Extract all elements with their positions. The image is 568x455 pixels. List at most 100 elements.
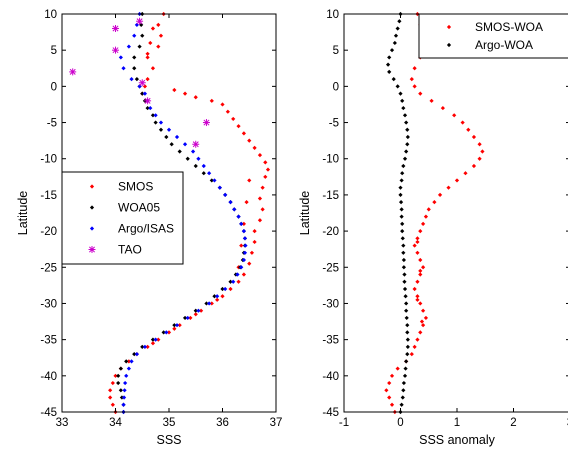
y-tick-label: -40	[40, 371, 57, 383]
x-tick-label: 34	[109, 417, 122, 429]
data-point	[153, 337, 158, 342]
data-point	[466, 127, 471, 132]
data-point	[452, 113, 457, 118]
y-tick-label: -5	[47, 118, 57, 130]
x-tick-label: 36	[216, 417, 229, 429]
legend-entry-label: Argo-WOA	[475, 38, 533, 52]
data-point	[215, 297, 220, 302]
data-point	[242, 236, 248, 241]
data-point	[477, 142, 482, 147]
data-point	[199, 308, 204, 313]
data-point	[404, 359, 409, 364]
data-point	[172, 326, 177, 331]
data-point	[426, 207, 431, 212]
data-point	[401, 250, 406, 255]
data-point	[392, 40, 397, 46]
data-point	[402, 279, 407, 284]
data-point	[241, 272, 246, 277]
legend-entry-label: SMOS	[118, 180, 153, 194]
data-point	[174, 323, 180, 328]
y-tick-label: -25	[40, 262, 57, 274]
data-point	[177, 149, 182, 154]
data-point	[236, 124, 241, 129]
data-point	[405, 134, 410, 140]
data-point	[387, 69, 392, 74]
data-point	[166, 330, 172, 335]
data-point	[231, 279, 236, 284]
data-point	[403, 366, 408, 371]
y-tick-label: 5	[333, 45, 339, 57]
data-point	[421, 265, 426, 270]
data-point	[121, 66, 126, 71]
data-point	[398, 91, 403, 96]
data-point	[421, 308, 426, 313]
data-point	[241, 257, 246, 263]
data-point	[400, 221, 405, 226]
data-point	[145, 77, 150, 82]
data-point	[415, 294, 420, 299]
data-point	[121, 395, 127, 400]
data-point	[243, 243, 248, 248]
data-point	[156, 44, 161, 49]
data-point	[454, 178, 460, 183]
data-point	[418, 268, 423, 273]
data-point	[404, 149, 409, 154]
y-tick-label: -30	[322, 298, 339, 310]
y-tick-label: -40	[322, 371, 339, 383]
x-tick-label: -1	[339, 417, 349, 429]
data-point	[252, 145, 257, 150]
data-point	[161, 330, 166, 335]
data-point	[220, 294, 225, 299]
data-point	[412, 286, 417, 292]
data-point	[412, 84, 417, 89]
data-point	[412, 344, 417, 349]
data-point	[384, 388, 389, 393]
data-point	[440, 105, 445, 111]
data-point	[387, 55, 392, 60]
data-point	[150, 341, 156, 346]
x-tick-label: 35	[163, 417, 176, 429]
data-point	[395, 26, 400, 31]
data-point	[405, 352, 410, 357]
y-tick-label: -10	[322, 154, 339, 166]
data-point	[193, 308, 198, 313]
data-point	[118, 55, 123, 60]
legend-marker	[446, 42, 452, 48]
data-point	[192, 140, 200, 148]
data-point	[140, 91, 145, 96]
data-point	[223, 192, 228, 198]
data-point	[401, 243, 406, 248]
y-tick-label: 10	[326, 9, 339, 21]
data-point	[402, 156, 408, 161]
right-chart-sss-anomaly: -101231050-5-10-15-20-25-30-35-40-45SSS …	[298, 9, 568, 447]
y-tick-label: 0	[51, 81, 57, 93]
data-point	[119, 395, 125, 400]
data-point	[108, 388, 113, 393]
data-point	[387, 395, 392, 400]
data-point	[265, 167, 271, 172]
data-point	[415, 239, 420, 245]
data-point	[132, 352, 137, 357]
data-point	[398, 192, 403, 198]
data-point	[209, 178, 214, 183]
data-point	[201, 163, 206, 169]
data-point	[418, 330, 423, 335]
data-point	[419, 319, 425, 324]
data-point	[182, 142, 188, 147]
data-point	[136, 17, 144, 25]
y-tick-label: -10	[40, 154, 57, 166]
data-point	[405, 337, 410, 342]
data-point	[150, 26, 156, 31]
data-point	[236, 214, 241, 219]
legend-entry-label: Argo/ISAS	[118, 222, 174, 236]
data-point	[389, 402, 395, 407]
data-point	[217, 185, 222, 190]
data-point	[437, 192, 443, 198]
data-point	[172, 323, 177, 328]
data-point	[477, 156, 482, 161]
data-point	[164, 134, 169, 140]
data-point	[405, 323, 410, 328]
legend: SMOS-WOA Argo-WOA	[418, 13, 568, 59]
data-point	[418, 91, 423, 96]
